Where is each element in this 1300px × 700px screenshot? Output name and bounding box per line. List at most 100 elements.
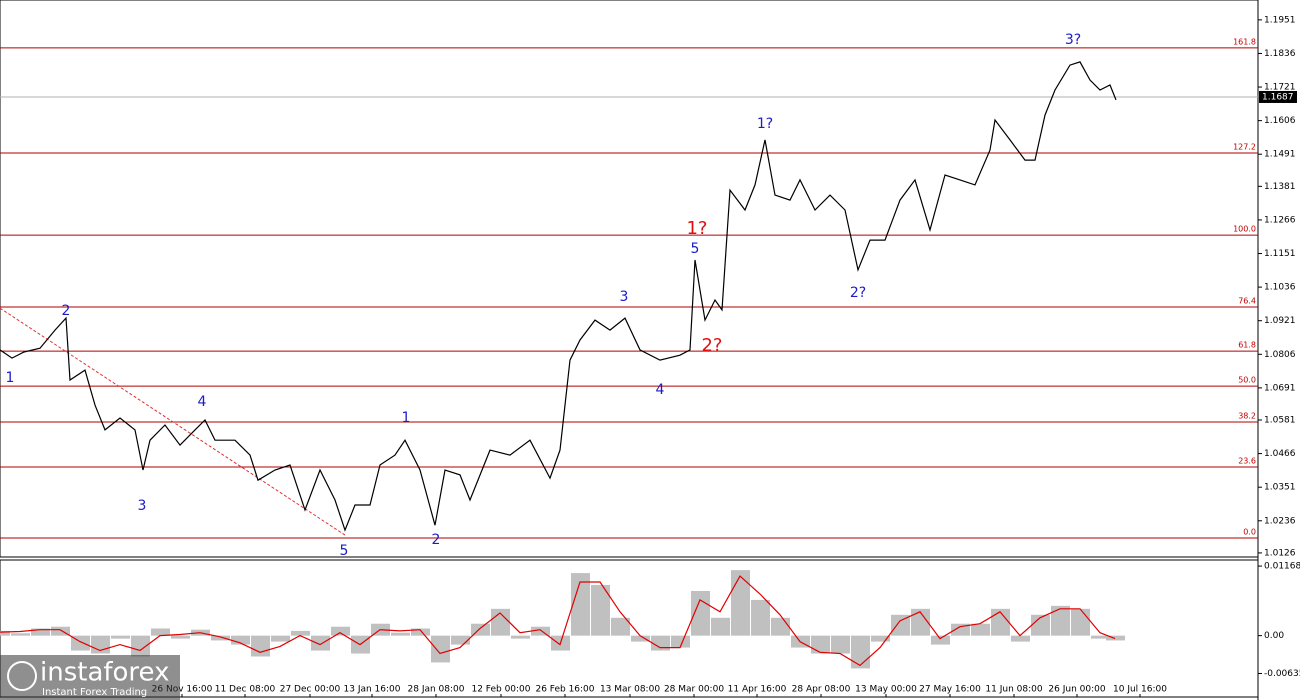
histogram-bar	[111, 635, 130, 639]
fib-label: 61.8	[1238, 341, 1256, 350]
histogram-bar	[1031, 614, 1050, 636]
wave-label: 2?	[850, 285, 866, 301]
x-tick-label: 27 May 16:00	[919, 685, 981, 695]
logo-name: instaforex	[40, 658, 169, 688]
fib-label: 127.2	[1233, 143, 1256, 152]
histogram-bar	[1091, 635, 1110, 639]
wave-label: 2	[432, 532, 441, 548]
price-panel	[0, 0, 1259, 558]
wave-label: 5	[691, 241, 700, 257]
y-tick-label: 1.0351	[1264, 483, 1296, 493]
histogram-bar	[891, 614, 910, 636]
logo-bg	[0, 655, 180, 700]
wave-label: 4	[198, 394, 207, 410]
histogram-bar	[471, 623, 490, 636]
logo-icon	[7, 661, 37, 691]
y-tick-label: 0.00	[1264, 631, 1284, 641]
x-tick-label: 28 Apr 08:00	[792, 685, 851, 695]
y-tick-label: 1.1721	[1264, 83, 1296, 93]
wave-label: 3	[620, 289, 629, 305]
signal-line	[0, 575, 1116, 667]
wave-label: 1?	[757, 116, 773, 132]
x-tick-label: 26 Feb 16:00	[535, 685, 594, 695]
x-tick-label: 26 Nov 16:00	[152, 685, 213, 695]
fib-label: 100.0	[1233, 225, 1256, 234]
histogram-bar	[451, 635, 470, 645]
histogram-bar	[931, 635, 950, 645]
histogram-bar	[11, 633, 30, 636]
fib-label: 23.6	[1238, 457, 1256, 466]
current-price-label: 1.1687	[1262, 92, 1294, 102]
histogram-bar	[1071, 608, 1090, 636]
histogram-bar	[231, 635, 250, 645]
wave-label: 4	[656, 382, 665, 398]
y-tick-label: 1.1381	[1264, 182, 1296, 192]
y-tick-label: 1.0126	[1264, 548, 1296, 558]
histogram-bar	[531, 626, 550, 636]
wave-label: 3?	[1065, 32, 1081, 48]
histogram-bar	[411, 628, 430, 636]
histogram-bar	[831, 635, 850, 654]
histogram-bar	[291, 630, 310, 636]
wave-label: 1	[402, 410, 411, 426]
histogram-bar	[1011, 635, 1030, 642]
y-tick-label: 1.1606	[1264, 116, 1296, 126]
y-tick-label: 0.01168	[1264, 562, 1300, 572]
histogram-bar	[671, 635, 690, 648]
histogram-bar	[631, 635, 650, 642]
histogram-bar	[651, 635, 670, 651]
x-tick-label: 26 Jun 00:00	[1048, 685, 1105, 695]
fib-label: 0.0	[1243, 528, 1256, 537]
histogram-bar	[571, 573, 590, 636]
histogram-bar	[611, 617, 630, 636]
histogram-bar	[331, 626, 350, 636]
wave-label: 5	[340, 543, 349, 559]
y-tick-label: 1.0236	[1264, 516, 1296, 526]
histogram-bar	[391, 632, 410, 636]
histogram-bar	[51, 626, 70, 636]
price-line	[0, 61, 1117, 532]
histogram-bar	[911, 608, 930, 636]
wave-label: 1?	[686, 218, 707, 239]
histogram-bar	[211, 635, 230, 641]
x-tick-label: 11 Dec 08:00	[215, 685, 276, 695]
histogram-bar	[851, 635, 870, 669]
wave-label: 2?	[701, 335, 722, 356]
wave-label: 3	[138, 498, 147, 514]
histogram-bar	[271, 635, 290, 642]
y-tick-label: 1.1491	[1264, 150, 1296, 160]
wave-label: 2	[62, 303, 71, 319]
histogram-bar	[951, 623, 970, 636]
histogram-bar	[751, 599, 770, 636]
histogram-bar	[591, 585, 610, 636]
histogram-bar	[711, 617, 730, 636]
x-tick-label: 11 Jun 08:00	[985, 685, 1042, 695]
current-price-box	[1259, 90, 1297, 103]
x-tick-label: 10 Jul 16:00	[1113, 685, 1167, 695]
histogram-bar	[171, 635, 190, 639]
histogram-bar	[771, 617, 790, 636]
histogram-bar	[251, 635, 270, 657]
x-tick-label: 28 Mar 00:00	[664, 685, 724, 695]
x-tick-label: 13 Jan 16:00	[344, 685, 401, 695]
histogram-bar	[511, 635, 530, 639]
histogram-bar	[151, 628, 170, 636]
x-tick-label: 12 Feb 00:00	[471, 685, 530, 695]
histogram-bar	[991, 608, 1010, 636]
histogram-bar	[971, 623, 990, 636]
histogram-bar	[0, 630, 10, 636]
y-tick-label: 1.0921	[1264, 316, 1296, 326]
fib-label: 50.0	[1238, 376, 1256, 385]
x-tick-label: 27 Dec 00:00	[280, 685, 341, 695]
histogram-bar	[731, 570, 750, 636]
x-tick-label: 11 Apr 16:00	[728, 685, 787, 695]
wave-label: 1	[6, 370, 15, 386]
histogram-bar	[311, 635, 330, 651]
histogram-bar	[31, 628, 50, 636]
y-tick-label: 1.0806	[1264, 350, 1296, 360]
logo-tagline: Instant Forex Trading	[42, 687, 147, 698]
x-tick-label: 13 May 00:00	[855, 685, 917, 695]
y-tick-label: 1.0466	[1264, 449, 1296, 459]
